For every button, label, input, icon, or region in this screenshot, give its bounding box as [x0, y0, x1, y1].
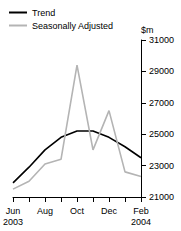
svg-text:Dec: Dec: [101, 206, 118, 216]
svg-text:Seasonally Adjusted: Seasonally Adjusted: [32, 21, 113, 31]
svg-text:Jun: Jun: [6, 206, 21, 216]
svg-text:27000: 27000: [149, 98, 174, 108]
svg-text:25000: 25000: [149, 129, 174, 139]
svg-text:Trend: Trend: [32, 8, 55, 18]
svg-text:2004: 2004: [131, 217, 151, 227]
svg-text:21000: 21000: [149, 192, 174, 202]
svg-text:Aug: Aug: [37, 206, 53, 216]
svg-text:Oct: Oct: [70, 206, 85, 216]
svg-text:23000: 23000: [149, 161, 174, 171]
svg-text:$m: $m: [141, 25, 154, 35]
svg-text:31000: 31000: [149, 35, 174, 45]
svg-text:2003: 2003: [3, 217, 23, 227]
svg-text:29000: 29000: [149, 66, 174, 76]
svg-text:Feb: Feb: [133, 206, 149, 216]
